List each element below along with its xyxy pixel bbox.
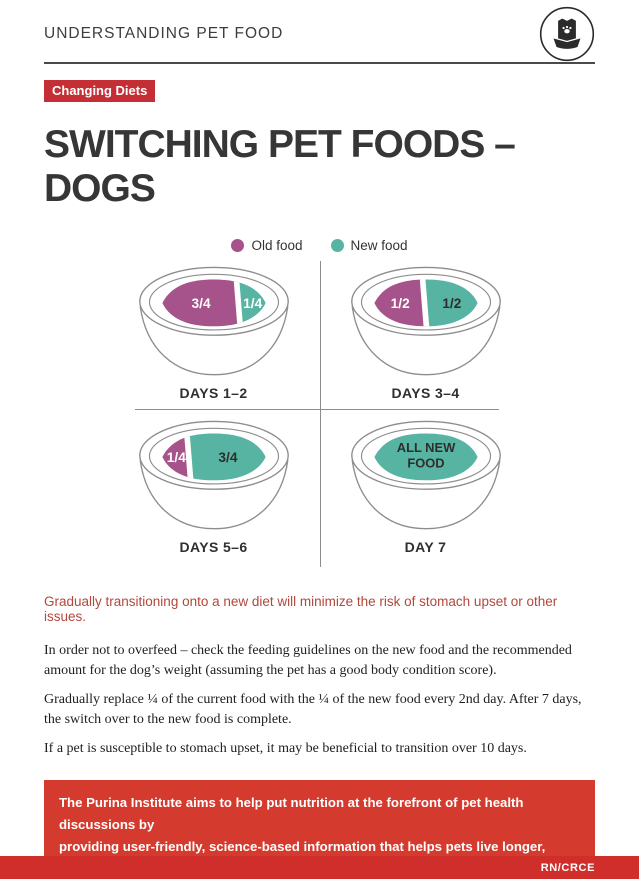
- portion-label: 1/4: [166, 450, 185, 465]
- footer-bar: RN/CRCE: [0, 856, 639, 879]
- header-divider: [44, 62, 595, 64]
- callout-line-1: The Purina Institute aims to help put nu…: [59, 794, 524, 832]
- grid-horizontal-divider: [134, 409, 499, 410]
- body-paragraphs: In order not to overfeed – check the fee…: [44, 641, 595, 759]
- legend-item-new-food: New food: [330, 238, 408, 253]
- bowl-body: [139, 306, 288, 376]
- bowl-body: [351, 306, 500, 376]
- legend-item-old-food: Old food: [231, 238, 303, 253]
- bowl-caption: DAY 7: [404, 539, 447, 555]
- paragraph-sensitive: If a pet is susceptible to stomach upset…: [44, 741, 527, 757]
- pet-food-bag-bowl-icon: [539, 6, 595, 62]
- bowl-rim-inner: [148, 273, 279, 331]
- portion-label: 1/2: [390, 296, 409, 311]
- intro-statement: Gradually transitioning onto a new diet …: [44, 594, 558, 624]
- new-food-dot-icon: [330, 239, 344, 252]
- food-portions: [373, 433, 478, 481]
- legend: Old food New food: [44, 238, 595, 253]
- portion-label: ALL NEW: [396, 440, 455, 455]
- bowl-caption: DAYS 3–4: [391, 385, 460, 401]
- bowl-diagram-days-5-6: 1/4 3/4: [138, 420, 289, 530]
- grid-vertical-divider: [319, 261, 321, 567]
- paragraph-replace: Gradually replace ¼ of the current food …: [44, 692, 582, 727]
- bowl-days-5-6: 1/4 3/4 DAYS 5–6: [108, 409, 320, 567]
- portion-label: 1/2: [442, 296, 461, 311]
- changing-diets-badge: Changing Diets: [44, 80, 156, 102]
- paragraph-overfeed: In order not to overfeed – check the fee…: [44, 643, 572, 678]
- portion-label: 3/4: [218, 450, 237, 465]
- bowl-diagram-days-1-2: 3/4 1/4: [138, 266, 289, 376]
- header-title: UNDERSTANDING PET FOOD: [44, 25, 284, 42]
- footer-code: RN/CRCE: [540, 861, 595, 874]
- bowl-caption: DAYS 1–2: [179, 385, 248, 401]
- bowl-day-7: ALL NEW FOOD DAY 7: [320, 409, 532, 567]
- legend-label-new: New food: [350, 238, 408, 253]
- bowl-caption: DAYS 5–6: [179, 539, 248, 555]
- bowl-rim-inner: [360, 273, 491, 331]
- transition-diagram: 3/4 1/4 DAYS 1–2 1/2 1/2 DAYS 3–4 1/4 3/4 D…: [108, 261, 532, 567]
- page-title: SWITCHING PET FOODS – DOGS: [44, 123, 516, 210]
- purina-institute-callout: The Purina Institute aims to help put nu…: [44, 779, 595, 879]
- bowl-days-3-4: 1/2 1/2 DAYS 3–4: [320, 261, 532, 409]
- bowl-body: [139, 460, 288, 530]
- portion-label: 1/4: [243, 296, 262, 311]
- page-header: UNDERSTANDING PET FOOD: [44, 0, 595, 62]
- portion-label: 3/4: [191, 296, 210, 311]
- old-food-dot-icon: [231, 239, 245, 252]
- bowl-days-1-2: 3/4 1/4 DAYS 1–2: [108, 261, 320, 409]
- bowl-diagram-days-3-4: 1/2 1/2: [350, 266, 501, 376]
- bowl-rim-inner: [360, 427, 491, 485]
- bowl-body: [351, 460, 500, 530]
- portion-label: FOOD: [407, 455, 444, 470]
- bowl-rim-inner: [148, 427, 279, 485]
- legend-label-old: Old food: [251, 238, 303, 253]
